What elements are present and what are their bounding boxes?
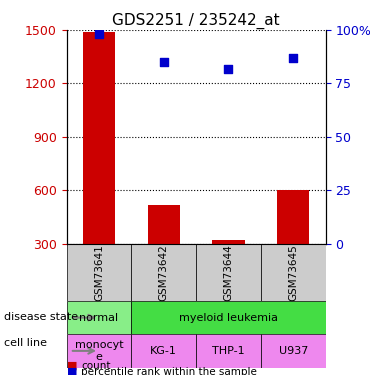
Text: GSM73644: GSM73644 <box>223 244 233 301</box>
Text: KG-1: KG-1 <box>150 346 177 356</box>
FancyBboxPatch shape <box>131 301 326 334</box>
Bar <box>148 205 180 244</box>
Text: GSM73645: GSM73645 <box>288 244 298 301</box>
Text: count: count <box>81 361 111 370</box>
Text: monocyt
e: monocyt e <box>75 340 123 362</box>
Bar <box>277 190 309 244</box>
FancyBboxPatch shape <box>67 244 131 301</box>
Text: U937: U937 <box>279 346 308 356</box>
Text: myeloid leukemia: myeloid leukemia <box>179 313 278 322</box>
Text: cell line: cell line <box>4 338 47 348</box>
Text: GSM73642: GSM73642 <box>159 244 169 301</box>
Point <box>290 55 296 61</box>
Text: disease state: disease state <box>4 312 78 322</box>
FancyBboxPatch shape <box>196 244 261 301</box>
Point <box>96 31 102 37</box>
Text: THP-1: THP-1 <box>212 346 245 356</box>
Text: normal: normal <box>80 313 118 322</box>
Point <box>161 59 167 65</box>
Text: GSM73641: GSM73641 <box>94 244 104 301</box>
Title: GDS2251 / 235242_at: GDS2251 / 235242_at <box>112 12 280 28</box>
FancyBboxPatch shape <box>261 334 326 368</box>
Bar <box>83 32 115 244</box>
FancyBboxPatch shape <box>67 334 131 368</box>
FancyBboxPatch shape <box>67 301 131 334</box>
FancyBboxPatch shape <box>261 244 326 301</box>
Point <box>226 66 232 72</box>
Text: percentile rank within the sample: percentile rank within the sample <box>81 367 257 375</box>
Text: ■: ■ <box>67 361 77 370</box>
FancyBboxPatch shape <box>131 334 196 368</box>
FancyBboxPatch shape <box>131 244 196 301</box>
FancyBboxPatch shape <box>196 334 261 368</box>
Text: ■: ■ <box>67 367 77 375</box>
Bar <box>212 240 245 244</box>
